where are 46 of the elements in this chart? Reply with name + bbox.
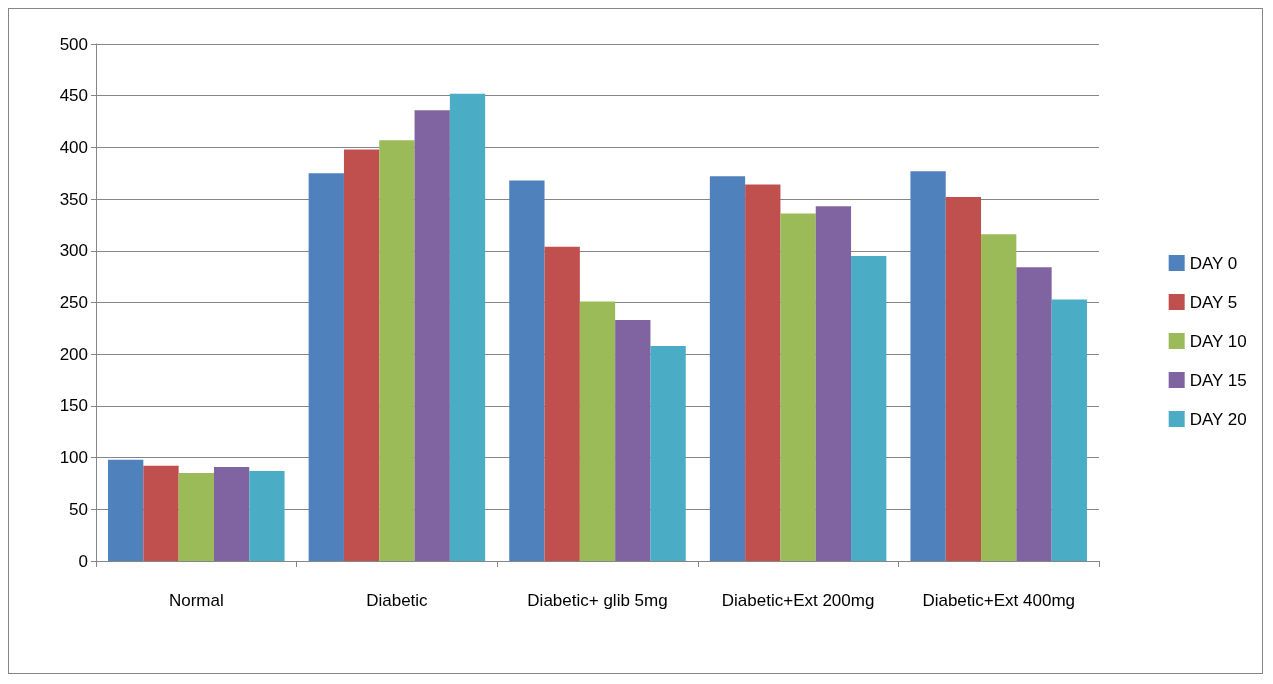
bar [1051,299,1087,561]
bar [910,171,946,561]
bar [780,213,816,561]
legend-label: DAY 20 [1189,409,1247,429]
bar [249,471,285,561]
bar [981,234,1017,561]
y-tick-label: 0 [78,551,88,571]
bar [509,180,545,561]
legend-label: DAY 15 [1189,370,1247,390]
x-tick-label: Diabetic+ glib 5mg [527,590,668,610]
bar [379,140,415,561]
legend-label: DAY 10 [1189,331,1247,351]
bar [1016,267,1052,561]
bar [449,93,486,561]
bar [178,473,214,561]
bar [143,465,179,561]
bar [343,149,380,561]
legend-label: DAY 5 [1189,292,1238,312]
bar [709,176,746,561]
bar [108,459,144,561]
x-tick-label: Diabetic+Ext 400mg [922,590,1076,610]
y-tick-label: 400 [59,137,88,157]
bar [544,246,580,561]
bar [615,320,651,561]
y-tick-label: 150 [59,396,88,416]
bar [945,197,982,561]
legend-label: DAY 0 [1189,253,1238,273]
y-tick-label: 350 [59,189,88,209]
y-tick-label: 300 [59,241,88,261]
y-tick-label: 500 [59,34,88,54]
x-tick-label: Diabetic+Ext 200mg [721,590,875,610]
x-tick-label: Diabetic [366,590,429,610]
bar [851,255,887,561]
bar [650,345,686,561]
bar [213,466,250,561]
bar [579,301,616,561]
bar [745,184,781,561]
y-tick-label: 50 [69,499,88,519]
bar [308,173,344,561]
y-tick-label: 450 [59,86,88,106]
y-tick-label: 250 [59,293,88,312]
bar [815,206,852,561]
bar [414,110,450,561]
y-tick-label: 100 [59,448,88,468]
x-tick-label: Normal [168,590,224,610]
y-tick-label: 200 [59,344,88,364]
